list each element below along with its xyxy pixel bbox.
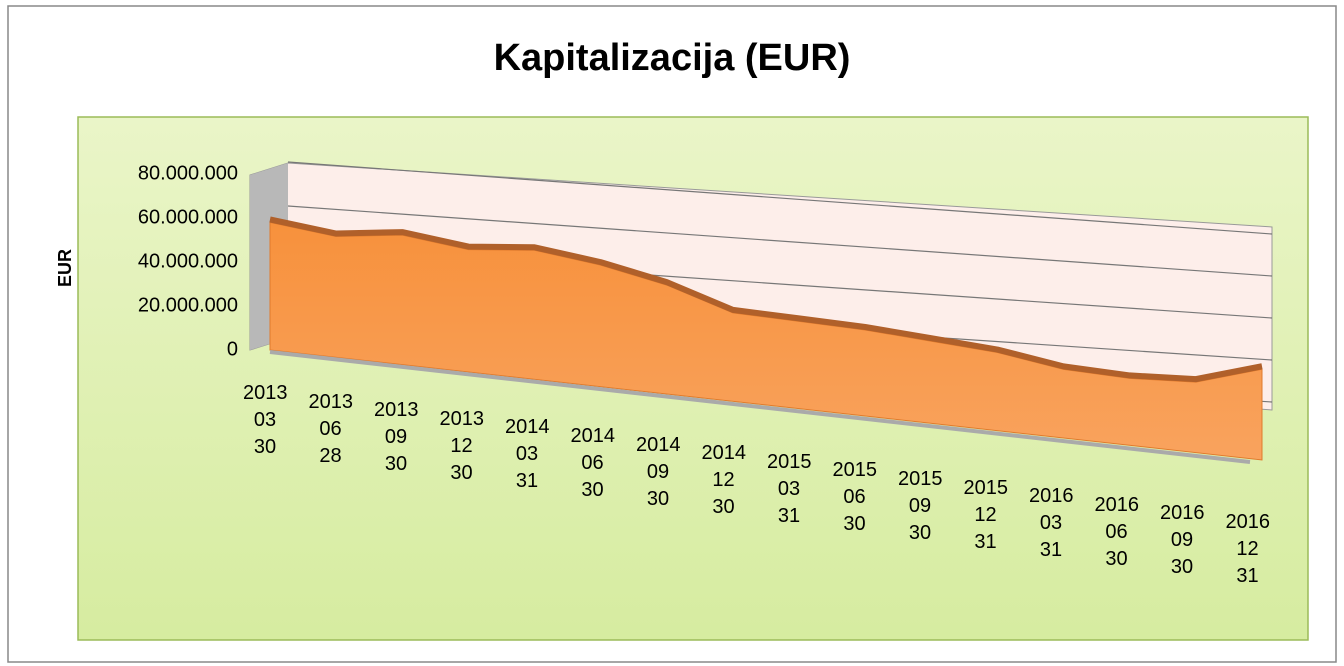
x-tick-label: 2014 09 30 (636, 433, 681, 510)
x-tick-label: 2015 06 30 (832, 459, 878, 536)
y-tick-label: 80.000.000 (138, 162, 238, 184)
y-tick-label: 20.000.000 (138, 294, 238, 316)
x-tick-label: 2013 09 30 (374, 399, 419, 476)
grid-line (287, 205, 1273, 277)
y-tick-label: 40.000.000 (138, 250, 238, 272)
area-top (269, 216, 1263, 383)
front-edge (269, 350, 1251, 464)
x-tick-label: 2016 09 30 (1160, 502, 1205, 579)
x-tick-label: 2014 12 30 (701, 442, 747, 519)
y-tick-label: 60.000.000 (138, 206, 238, 228)
x-tick-label: 2015 12 31 (963, 476, 1009, 553)
x-tick-label: 2013 12 30 (439, 407, 485, 484)
y-tick-label: 0 (227, 338, 238, 360)
chart-title: Kapitalizacija (EUR) (494, 37, 851, 79)
x-tick-label: 2013 06 28 (308, 390, 354, 467)
x-tick-label: 2016 06 30 (1094, 493, 1140, 570)
x-tick-label: 2016 03 31 (1029, 485, 1074, 562)
x-tick-label: 2014 06 30 (570, 425, 616, 501)
x-tick-label: 2013 03 30 (243, 382, 288, 458)
x-tick-label: 2015 03 31 (767, 450, 812, 527)
x-tick-label: 2014 03 31 (505, 416, 550, 493)
x-tick-label: 2016 12 31 (1225, 511, 1271, 587)
grid-line (287, 161, 1273, 235)
y-axis-label: EUR (55, 249, 75, 287)
x-tick-label: 2015 09 30 (898, 468, 943, 544)
